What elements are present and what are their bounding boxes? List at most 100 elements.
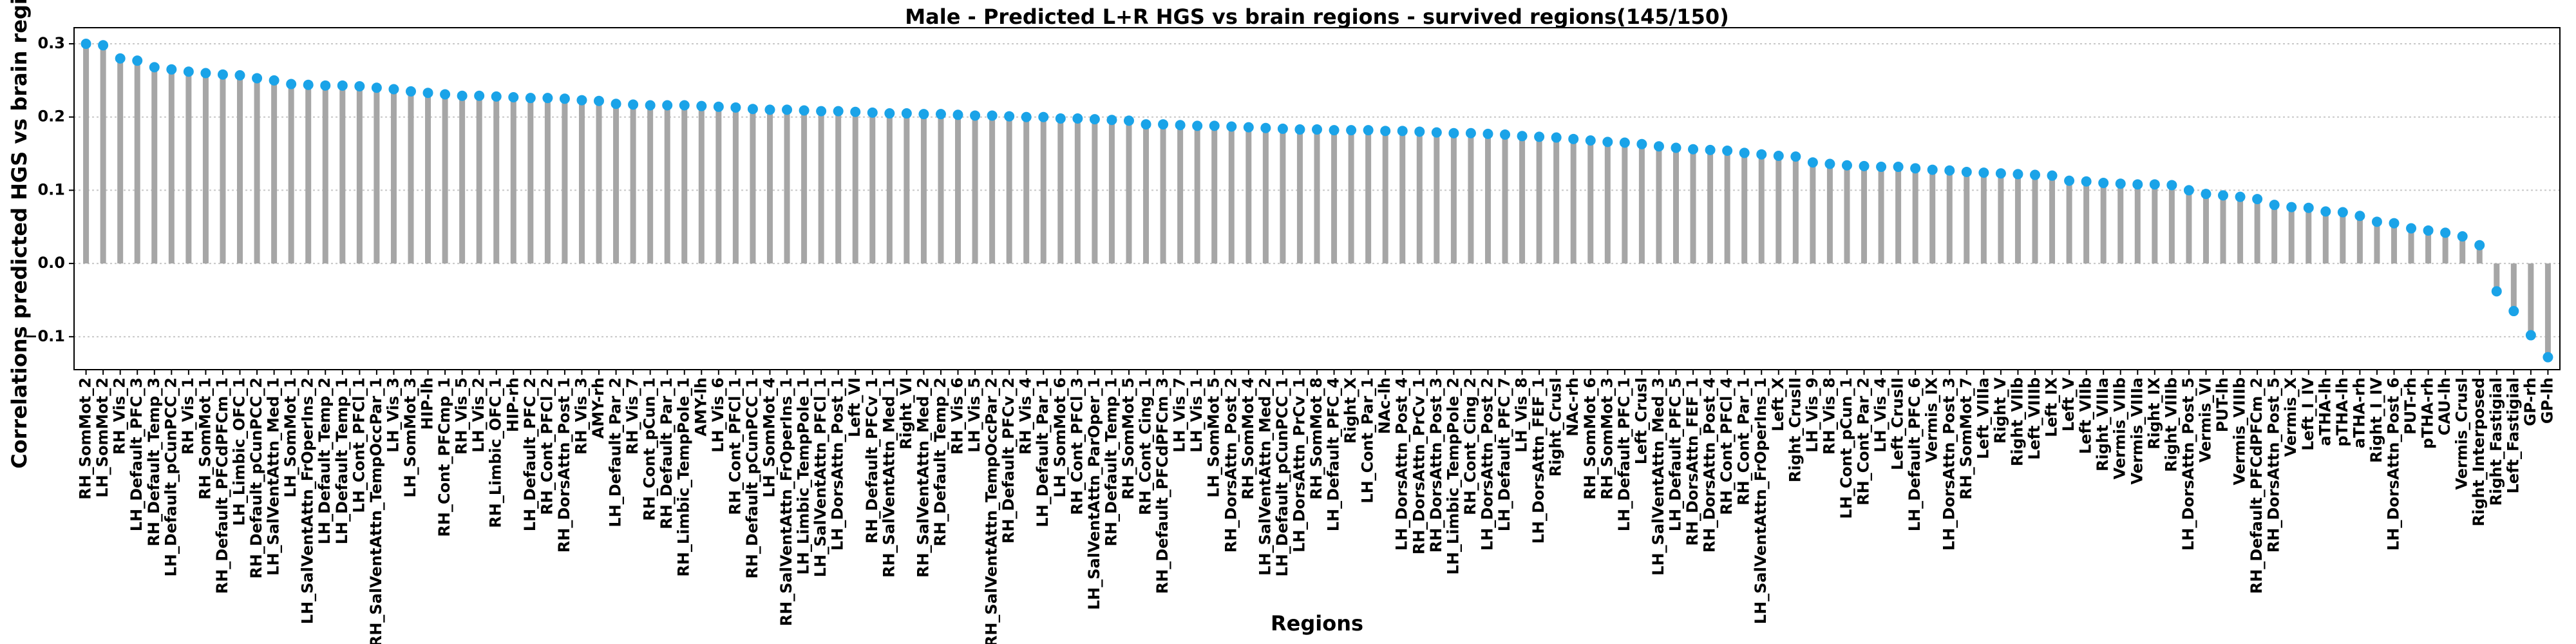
dot (1910, 163, 1921, 174)
x-tick-label: LH_Limbic_TempPole_1 (795, 377, 813, 574)
x-tick-label: RH_Cont_PFCl_4 (1718, 377, 1736, 515)
dot (422, 88, 433, 99)
dot (1807, 157, 1818, 168)
x-tick-label: RH_SomMot_1 (196, 377, 214, 500)
x-axis-label: Regions (1271, 611, 1363, 636)
x-tick-label: RH_SomMot_4 (1239, 377, 1257, 500)
x-tick-label: Left_CrusII (1889, 377, 1907, 470)
dot (2371, 216, 2382, 227)
x-tick-label: GP-lh (2538, 377, 2556, 424)
dot (1294, 124, 1305, 135)
dot (1209, 120, 1220, 131)
x-tick-label: LH_SomMot_3 (401, 377, 419, 498)
chart-title: Male - Predicted L+R HGS vs brain region… (905, 5, 1728, 29)
dot (320, 80, 331, 91)
x-tick-label: LH_Vis_1 (1188, 377, 1206, 453)
x-tick-label: NAc-rh (1564, 377, 1582, 437)
dot (2543, 352, 2553, 363)
dot (457, 90, 468, 101)
x-tick-label: RH_SomMot_7 (1957, 377, 1975, 500)
dot (525, 93, 536, 104)
dot (1380, 126, 1391, 137)
dot (559, 93, 570, 104)
x-tick-label: LH_Default_Temp_2 (316, 377, 334, 544)
plot-frame (73, 27, 2561, 370)
x-tick-label: RH_Cont_Par_2 (1855, 377, 1873, 506)
dot (782, 104, 793, 115)
x-tick-label: LH_Default_PFC_3 (128, 377, 146, 531)
dot (303, 79, 314, 90)
x-tick-label: RH_Default_PFCv_1 (863, 377, 881, 544)
dot (98, 40, 109, 51)
dot (2149, 179, 2160, 190)
x-tick-label: RH_DorsAttn_FEF_1 (1683, 377, 1701, 546)
dot (2269, 200, 2280, 211)
x-tick-label: LH_DorsAttn_Post_5 (2179, 377, 2197, 551)
x-tick-label: Right_IX (2145, 377, 2163, 450)
dot (2337, 207, 2348, 218)
x-tick-label: RH_DorsAttn_Post_2 (1222, 377, 1240, 553)
dot (1893, 162, 1904, 173)
dot (1346, 125, 1357, 136)
dot (491, 91, 502, 102)
dot (2115, 178, 2126, 189)
x-tick-label: RH_Default_pCunPCC_1 (743, 377, 761, 579)
dot (2098, 178, 2109, 189)
dot (1021, 111, 1032, 122)
x-tick-label: Left_VIIIb (2025, 377, 2043, 460)
x-tick-label: RH_SalVentAttn_Med_2 (914, 377, 932, 578)
x-tick-label: Right_VIIb (2008, 377, 2026, 466)
dot (611, 99, 621, 109)
x-tick-label: RH_Cont_PFCl_2 (538, 377, 556, 515)
x-tick-label: RH_Default_PFCdPFCm_2 (2248, 377, 2266, 594)
x-tick-label: pTHA-lh (2333, 377, 2351, 446)
dot (2457, 231, 2468, 242)
dot (1876, 162, 1887, 173)
y-tick-label: 0.3 (37, 34, 65, 52)
dot (217, 69, 228, 80)
x-tick-label: Vermis_X (2282, 377, 2300, 457)
dot (1106, 115, 1117, 126)
dot (337, 80, 348, 91)
x-tick-label: Right_I_IV (2367, 377, 2385, 463)
x-tick-label: aTHA-rh (2350, 377, 2368, 448)
x-tick-label: LH_Default_PFC_2 (521, 377, 539, 531)
x-tick-label: LH_Default_pCunPCC_2 (162, 377, 180, 576)
dot (2081, 176, 2092, 187)
dot (594, 95, 605, 106)
x-tick-label: Right_Fastigial (2487, 377, 2505, 506)
x-tick-label: LH_Default_pCunPCC_1 (1273, 377, 1291, 576)
dot (2218, 190, 2229, 201)
dot (2132, 179, 2143, 190)
x-tick-label: LH_Vis_8 (1513, 377, 1531, 453)
x-tick-label: Vermis_CrusI (2453, 377, 2471, 490)
x-tick-label: LH_SalVentAttn_Med_2 (1256, 377, 1274, 576)
x-tick-label: RH_Cont_Par_1 (1735, 377, 1753, 506)
x-tick-label: LH_DorsAttn_Post_2 (1478, 377, 1496, 551)
x-tick-label: RH_Vis_4 (1017, 377, 1035, 455)
dot (1551, 132, 1562, 143)
x-tick-label: Vermis_IX (1923, 377, 1941, 463)
x-tick-label: LH_Cont_Par_1 (1359, 377, 1377, 504)
x-tick-label: Left_Fastigial (2504, 377, 2522, 493)
x-tick-label: Right_Interposed (2470, 377, 2488, 526)
dot (1534, 131, 1545, 142)
x-tick-label: RH_Vis_3 (572, 377, 590, 455)
x-tick-label: Left_V (2060, 377, 2078, 431)
dot (2252, 194, 2263, 205)
x-tick-label: Right_V (1991, 377, 2009, 444)
x-tick-label: Vermis_VI (2196, 377, 2214, 462)
x-tick-label: LH_DorsAttn_PrCv_1 (1290, 377, 1308, 553)
x-tick-label: Right_CrusI (1547, 377, 1565, 477)
x-tick-label: aTHA-lh (2316, 377, 2334, 446)
x-tick-label: RH_SomMot_2 (77, 377, 95, 500)
x-tick-label: RH_Cont_pCun_1 (641, 377, 659, 521)
dot (440, 89, 451, 100)
dot (2440, 227, 2451, 238)
y-axis-label: Correlations predicted HGS vs brain regi… (7, 0, 32, 469)
dot (1688, 144, 1699, 155)
dot (2235, 191, 2246, 202)
x-tick-label: LH_Vis_5 (965, 377, 983, 453)
x-tick-label: RH_SomMot_3 (1598, 377, 1616, 500)
dot (867, 107, 878, 118)
